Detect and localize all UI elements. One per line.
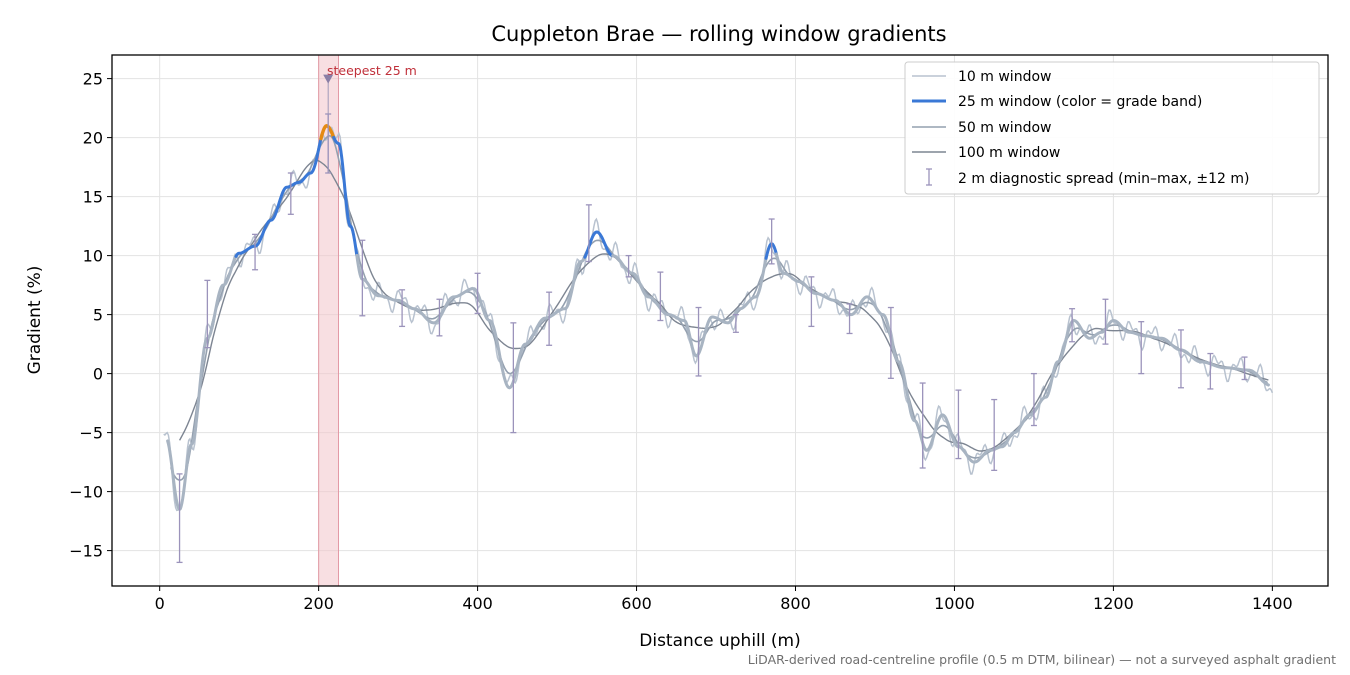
errorbar	[955, 389, 962, 460]
x-tick-label: 0	[155, 594, 165, 613]
legend-box	[904, 61, 1320, 195]
x-axis-label: Distance uphill (m)	[639, 631, 800, 651]
y-axis-ticks: −15 −10 −5 0 5 10 15 20 25	[69, 70, 112, 561]
legend-entry-10m: 10 m window	[958, 69, 1051, 85]
y-tick-label: −10	[69, 483, 103, 502]
legend-swatch-errorbar	[926, 168, 932, 186]
series-line-25m-segment	[583, 230, 615, 259]
y-axis-label: Gradient (%)	[25, 266, 45, 375]
y-tick-label: 25	[83, 70, 103, 89]
plot-frame	[111, 54, 1329, 587]
errorbar	[1102, 298, 1109, 345]
series-line-25m-segment	[355, 253, 587, 390]
errorbar	[204, 279, 211, 349]
errorbar	[1177, 329, 1184, 389]
series-line-25m-segment	[319, 124, 336, 141]
errorbar	[287, 172, 294, 215]
series-line-25m-segment	[611, 254, 768, 358]
steepest-annotation: steepest 25 m	[327, 63, 417, 78]
series-line-25m-segment	[234, 137, 323, 258]
x-tick-label: 1200	[1093, 594, 1134, 613]
errorbar	[1069, 308, 1076, 343]
y-tick-label: 0	[93, 365, 103, 384]
errorbar	[176, 473, 183, 564]
errorbar	[1207, 352, 1214, 390]
series-line-25m-segment	[332, 135, 359, 257]
steepest-marker	[323, 74, 334, 84]
y-tick-label: 20	[83, 129, 103, 148]
x-tick-label: 400	[462, 594, 493, 613]
errorbar	[1030, 372, 1037, 427]
x-tick-label: 600	[621, 594, 652, 613]
x-axis-ticks: 0 200 400 600 800 1000 1200 1400	[155, 586, 1293, 613]
errorbar	[546, 291, 553, 346]
errorbar	[808, 276, 815, 328]
errorbar	[846, 303, 853, 335]
y-tick-label: 5	[93, 306, 103, 325]
legend: 10 m window 25 m window (color = grade b…	[904, 61, 1320, 195]
errorbar	[359, 239, 366, 317]
y-tick-label: −5	[79, 424, 103, 443]
errorbar	[474, 272, 481, 315]
errorbar	[991, 398, 998, 472]
errorbar	[399, 289, 406, 328]
errorbar	[732, 313, 739, 333]
legend-entry-25m: 25 m window (color = grade band)	[958, 94, 1202, 110]
errorbar	[436, 298, 443, 337]
errorbar-group	[176, 113, 1248, 564]
y-tick-label: 15	[83, 188, 103, 207]
errorbar	[252, 233, 259, 271]
errorbar	[657, 271, 664, 322]
errorbar	[325, 113, 332, 174]
errorbar	[1138, 321, 1145, 375]
x-tick-label: 1400	[1252, 594, 1293, 613]
errorbar	[919, 382, 926, 469]
annotation-group: steepest 25 m	[323, 63, 417, 84]
y-tick-label: −15	[69, 542, 103, 561]
errorbar	[1241, 356, 1248, 381]
errorbar	[768, 218, 775, 265]
errorbar	[585, 204, 592, 263]
errorbar	[695, 306, 702, 377]
legend-entry-50m: 50 m window	[958, 120, 1051, 136]
chart-title: Cuppleton Brae — rolling window gradient…	[491, 22, 946, 46]
x-tick-label: 1000	[934, 594, 975, 613]
y-tick-label: 10	[83, 247, 103, 266]
errorbar	[510, 322, 517, 434]
errorbar	[625, 254, 632, 278]
x-tick-label: 200	[303, 594, 334, 613]
footnote: LiDAR-derived road-centreline profile (0…	[748, 652, 1336, 667]
series-line-25m-segment	[774, 252, 1270, 464]
legend-entry-errorbar: 2 m diagnostic spread (min–max, ±12 m)	[958, 171, 1249, 187]
x-tick-label: 800	[780, 594, 811, 613]
legend-entry-100m: 100 m window	[958, 145, 1060, 161]
errorbar	[887, 306, 894, 379]
